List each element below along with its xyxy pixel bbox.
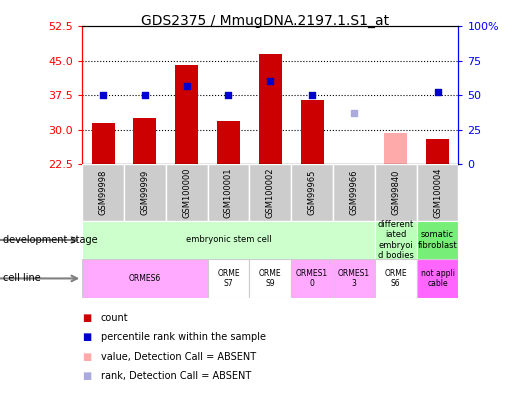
- Text: percentile rank within the sample: percentile rank within the sample: [101, 333, 266, 342]
- Point: [308, 92, 316, 98]
- Point: [140, 92, 149, 98]
- Text: somatic
fibroblast: somatic fibroblast: [418, 230, 457, 249]
- Text: GSM100002: GSM100002: [266, 167, 275, 217]
- Bar: [291, 164, 333, 221]
- Text: GSM100004: GSM100004: [433, 167, 442, 217]
- Bar: [375, 221, 417, 259]
- Text: cell line: cell line: [3, 273, 40, 283]
- Text: ■: ■: [82, 371, 91, 381]
- Text: development stage: development stage: [3, 235, 98, 245]
- Bar: [384, 133, 407, 164]
- Text: embryonic stem cell: embryonic stem cell: [186, 235, 271, 245]
- Text: ORME
S7: ORME S7: [217, 269, 240, 288]
- Point: [350, 110, 358, 116]
- Point: [182, 82, 191, 89]
- Bar: [217, 122, 240, 164]
- Text: value, Detection Call = ABSENT: value, Detection Call = ABSENT: [101, 352, 256, 362]
- Text: ORMES1
0: ORMES1 0: [296, 269, 328, 288]
- Text: rank, Detection Call = ABSENT: rank, Detection Call = ABSENT: [101, 371, 251, 381]
- Bar: [208, 164, 250, 221]
- Text: GSM99840: GSM99840: [391, 170, 400, 215]
- Text: GSM100000: GSM100000: [182, 167, 191, 217]
- Bar: [259, 54, 282, 164]
- Bar: [134, 118, 156, 164]
- Bar: [333, 259, 375, 298]
- Bar: [375, 259, 417, 298]
- Text: ■: ■: [82, 352, 91, 362]
- Bar: [208, 259, 250, 298]
- Bar: [375, 164, 417, 221]
- Bar: [82, 221, 375, 259]
- Text: GSM99966: GSM99966: [349, 170, 358, 215]
- Point: [224, 92, 233, 98]
- Bar: [250, 164, 291, 221]
- Bar: [417, 164, 458, 221]
- Text: GSM100001: GSM100001: [224, 167, 233, 217]
- Text: GSM99998: GSM99998: [99, 170, 108, 215]
- Text: ■: ■: [82, 333, 91, 342]
- Point: [99, 92, 107, 98]
- Text: ORME
S9: ORME S9: [259, 269, 281, 288]
- Bar: [301, 100, 324, 164]
- Bar: [333, 164, 375, 221]
- Bar: [166, 164, 208, 221]
- Bar: [175, 65, 198, 164]
- Bar: [417, 221, 458, 259]
- Text: ORME
S6: ORME S6: [384, 269, 407, 288]
- Bar: [291, 259, 333, 298]
- Text: ■: ■: [82, 313, 91, 323]
- Text: not appli
cable: not appli cable: [420, 269, 455, 288]
- Point: [434, 89, 442, 96]
- Bar: [124, 164, 166, 221]
- Bar: [426, 139, 449, 164]
- Bar: [82, 259, 208, 298]
- Text: ORMES6: ORMES6: [129, 274, 161, 283]
- Text: GSM99965: GSM99965: [307, 170, 316, 215]
- Text: GSM99999: GSM99999: [140, 170, 149, 215]
- Bar: [250, 259, 291, 298]
- Text: ORMES1
3: ORMES1 3: [338, 269, 370, 288]
- Bar: [82, 164, 124, 221]
- Text: GDS2375 / MmugDNA.2197.1.S1_at: GDS2375 / MmugDNA.2197.1.S1_at: [141, 14, 389, 28]
- Text: different
iated
embryoi
d bodies: different iated embryoi d bodies: [377, 220, 414, 260]
- Point: [266, 78, 275, 85]
- Bar: [417, 259, 458, 298]
- Text: count: count: [101, 313, 128, 323]
- Bar: [92, 123, 114, 164]
